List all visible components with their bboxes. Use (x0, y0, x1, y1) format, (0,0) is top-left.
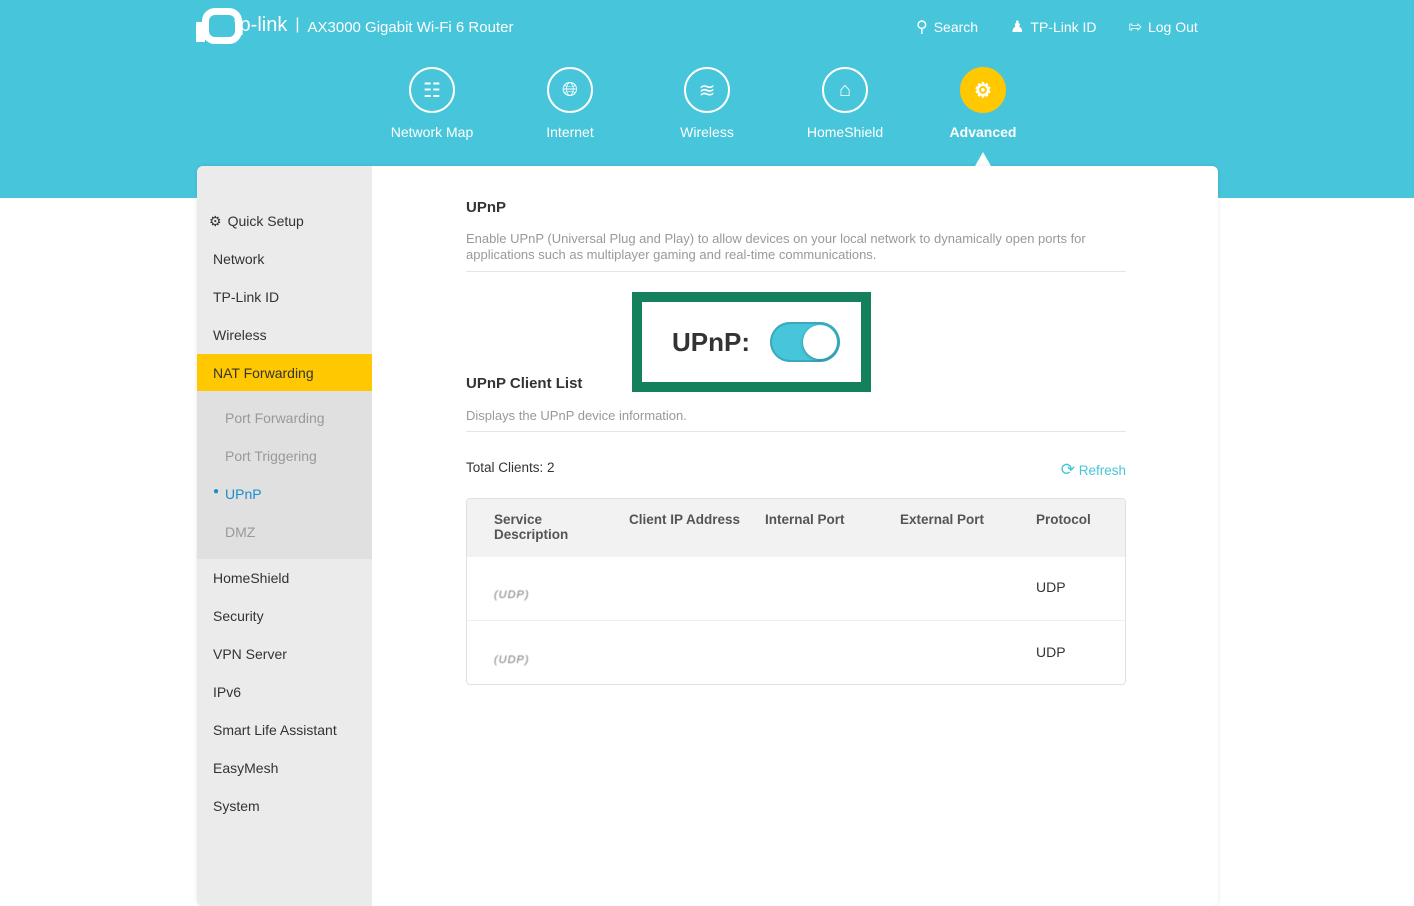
sidebar-subitem-port-triggering[interactable]: Port Triggering (225, 448, 317, 464)
active-nav-caret (975, 152, 991, 166)
nav-wireless[interactable]: ≋ Wireless (647, 67, 767, 140)
refresh-button[interactable]: ⟳ Refresh (1061, 460, 1126, 480)
sidebar-item-network[interactable]: Network (213, 251, 265, 267)
refresh-label: Refresh (1078, 463, 1126, 478)
tp-link-logo: tp-link | AX3000 Gigabit Wi-Fi 6 Router (196, 8, 514, 44)
user-icon: ♟ (1010, 19, 1025, 36)
client-list-description: Displays the UPnP device information. (466, 408, 687, 423)
total-clients: Total Clients: 2 (466, 460, 555, 475)
nav-label: Internet (546, 124, 594, 140)
col-internal-port: Internal Port (765, 512, 845, 527)
gear-icon: ⚙ (209, 213, 222, 229)
sidebar-item-smart-life-assistant[interactable]: Smart Life Assistant (213, 722, 337, 738)
gear-icon: ⚙ (960, 67, 1006, 113)
service-description: (UDP) (494, 654, 530, 666)
sidebar-subitem-port-forwarding[interactable]: Port Forwarding (225, 410, 325, 426)
protocol: UDP (1036, 579, 1066, 595)
upnp-toggle[interactable] (770, 322, 840, 362)
table-row: (UDP) UDP (467, 622, 1125, 684)
col-protocol: Protocol (1036, 512, 1091, 527)
col-external-port: External Port (900, 512, 985, 527)
separator: | (295, 16, 300, 33)
refresh-icon: ⟳ (1060, 460, 1075, 479)
sidebar: ⚙ Quick Setup Network TP-Link ID Wireless… (197, 166, 372, 906)
sidebar-item-system[interactable]: System (213, 798, 260, 814)
table-header: Service Description Client IP Address In… (467, 499, 1125, 557)
nav-homeshield[interactable]: ⌂ HomeShield (785, 67, 905, 140)
sidebar-item-easymesh[interactable]: EasyMesh (213, 760, 279, 776)
nav-label: Network Map (390, 124, 474, 140)
wifi-icon: ≋ (684, 67, 730, 113)
col-client-ip: Client IP Address (629, 512, 741, 527)
header-banner: tp-link | AX3000 Gigabit Wi-Fi 6 Router … (0, 0, 1414, 198)
sidebar-item-security[interactable]: Security (213, 608, 264, 624)
search-label: Search (933, 19, 979, 35)
protocol: UDP (1036, 644, 1066, 660)
logout-link[interactable]: ⇰ Log Out (1129, 17, 1198, 37)
brand-name: tp-link (234, 13, 288, 36)
upnp-toggle-highlight: UPnP: (632, 292, 871, 392)
nav-advanced[interactable]: ⚙ Advanced (923, 67, 1043, 140)
nav-network-map[interactable]: ☷ Network Map (372, 67, 492, 140)
search-link[interactable]: ⚲ Search (916, 17, 978, 37)
sidebar-item-ipv6[interactable]: IPv6 (213, 684, 242, 700)
nav-label: HomeShield (806, 124, 884, 140)
router-model: AX3000 Gigabit Wi-Fi 6 Router (307, 18, 514, 36)
nav-label: Wireless (680, 124, 734, 140)
logout-label: Log Out (1147, 19, 1198, 35)
table-row: (UDP) UDP (467, 557, 1125, 621)
client-list-title: UPnP Client List (466, 375, 583, 392)
label: UPnP (225, 486, 262, 502)
search-icon: ⚲ (916, 19, 928, 36)
divider (466, 271, 1126, 272)
sidebar-item-wireless[interactable]: Wireless (213, 327, 267, 343)
tp-link-logo-mark (196, 8, 242, 44)
globe-icon: 🌐︎ (547, 67, 593, 113)
active-dot-icon: ● (213, 486, 220, 497)
sidebar-item-tp-link-id[interactable]: TP-Link ID (213, 289, 280, 305)
upnp-client-table: Service Description Client IP Address In… (466, 498, 1126, 685)
label: Quick Setup (227, 213, 304, 229)
upnp-toggle-label: UPnP: (672, 326, 750, 357)
sidebar-subitem-upnp[interactable]: ● UPnP (213, 486, 262, 502)
logout-icon: ⇰ (1128, 19, 1142, 36)
upnp-description: Enable UPnP (Universal Plug and Play) to… (466, 231, 1086, 262)
divider (466, 431, 1126, 432)
tp-link-id-label: TP-Link ID (1030, 19, 1097, 35)
sidebar-submenu: Port Forwarding Port Triggering ● UPnP DM… (197, 391, 372, 559)
home-shield-icon: ⌂ (822, 67, 868, 113)
tp-link-id-link[interactable]: ♟ TP-Link ID (1010, 17, 1096, 37)
sidebar-item-nat-forwarding[interactable]: NAT Forwarding (197, 354, 372, 392)
sidebar-item-homeshield[interactable]: HomeShield (213, 570, 290, 586)
col-service-description: Service Description (494, 512, 569, 542)
upnp-title: UPnP (466, 199, 507, 216)
network-map-icon: ☷ (409, 67, 455, 113)
nav-label: Advanced (949, 124, 1017, 140)
sidebar-item-vpn-server[interactable]: VPN Server (213, 646, 287, 662)
sidebar-subitem-dmz[interactable]: DMZ (225, 524, 256, 540)
service-description: (UDP) (494, 589, 530, 601)
nav-internet[interactable]: 🌐︎ Internet (510, 67, 630, 140)
sidebar-item-quick-setup[interactable]: ⚙ Quick Setup (197, 202, 372, 240)
